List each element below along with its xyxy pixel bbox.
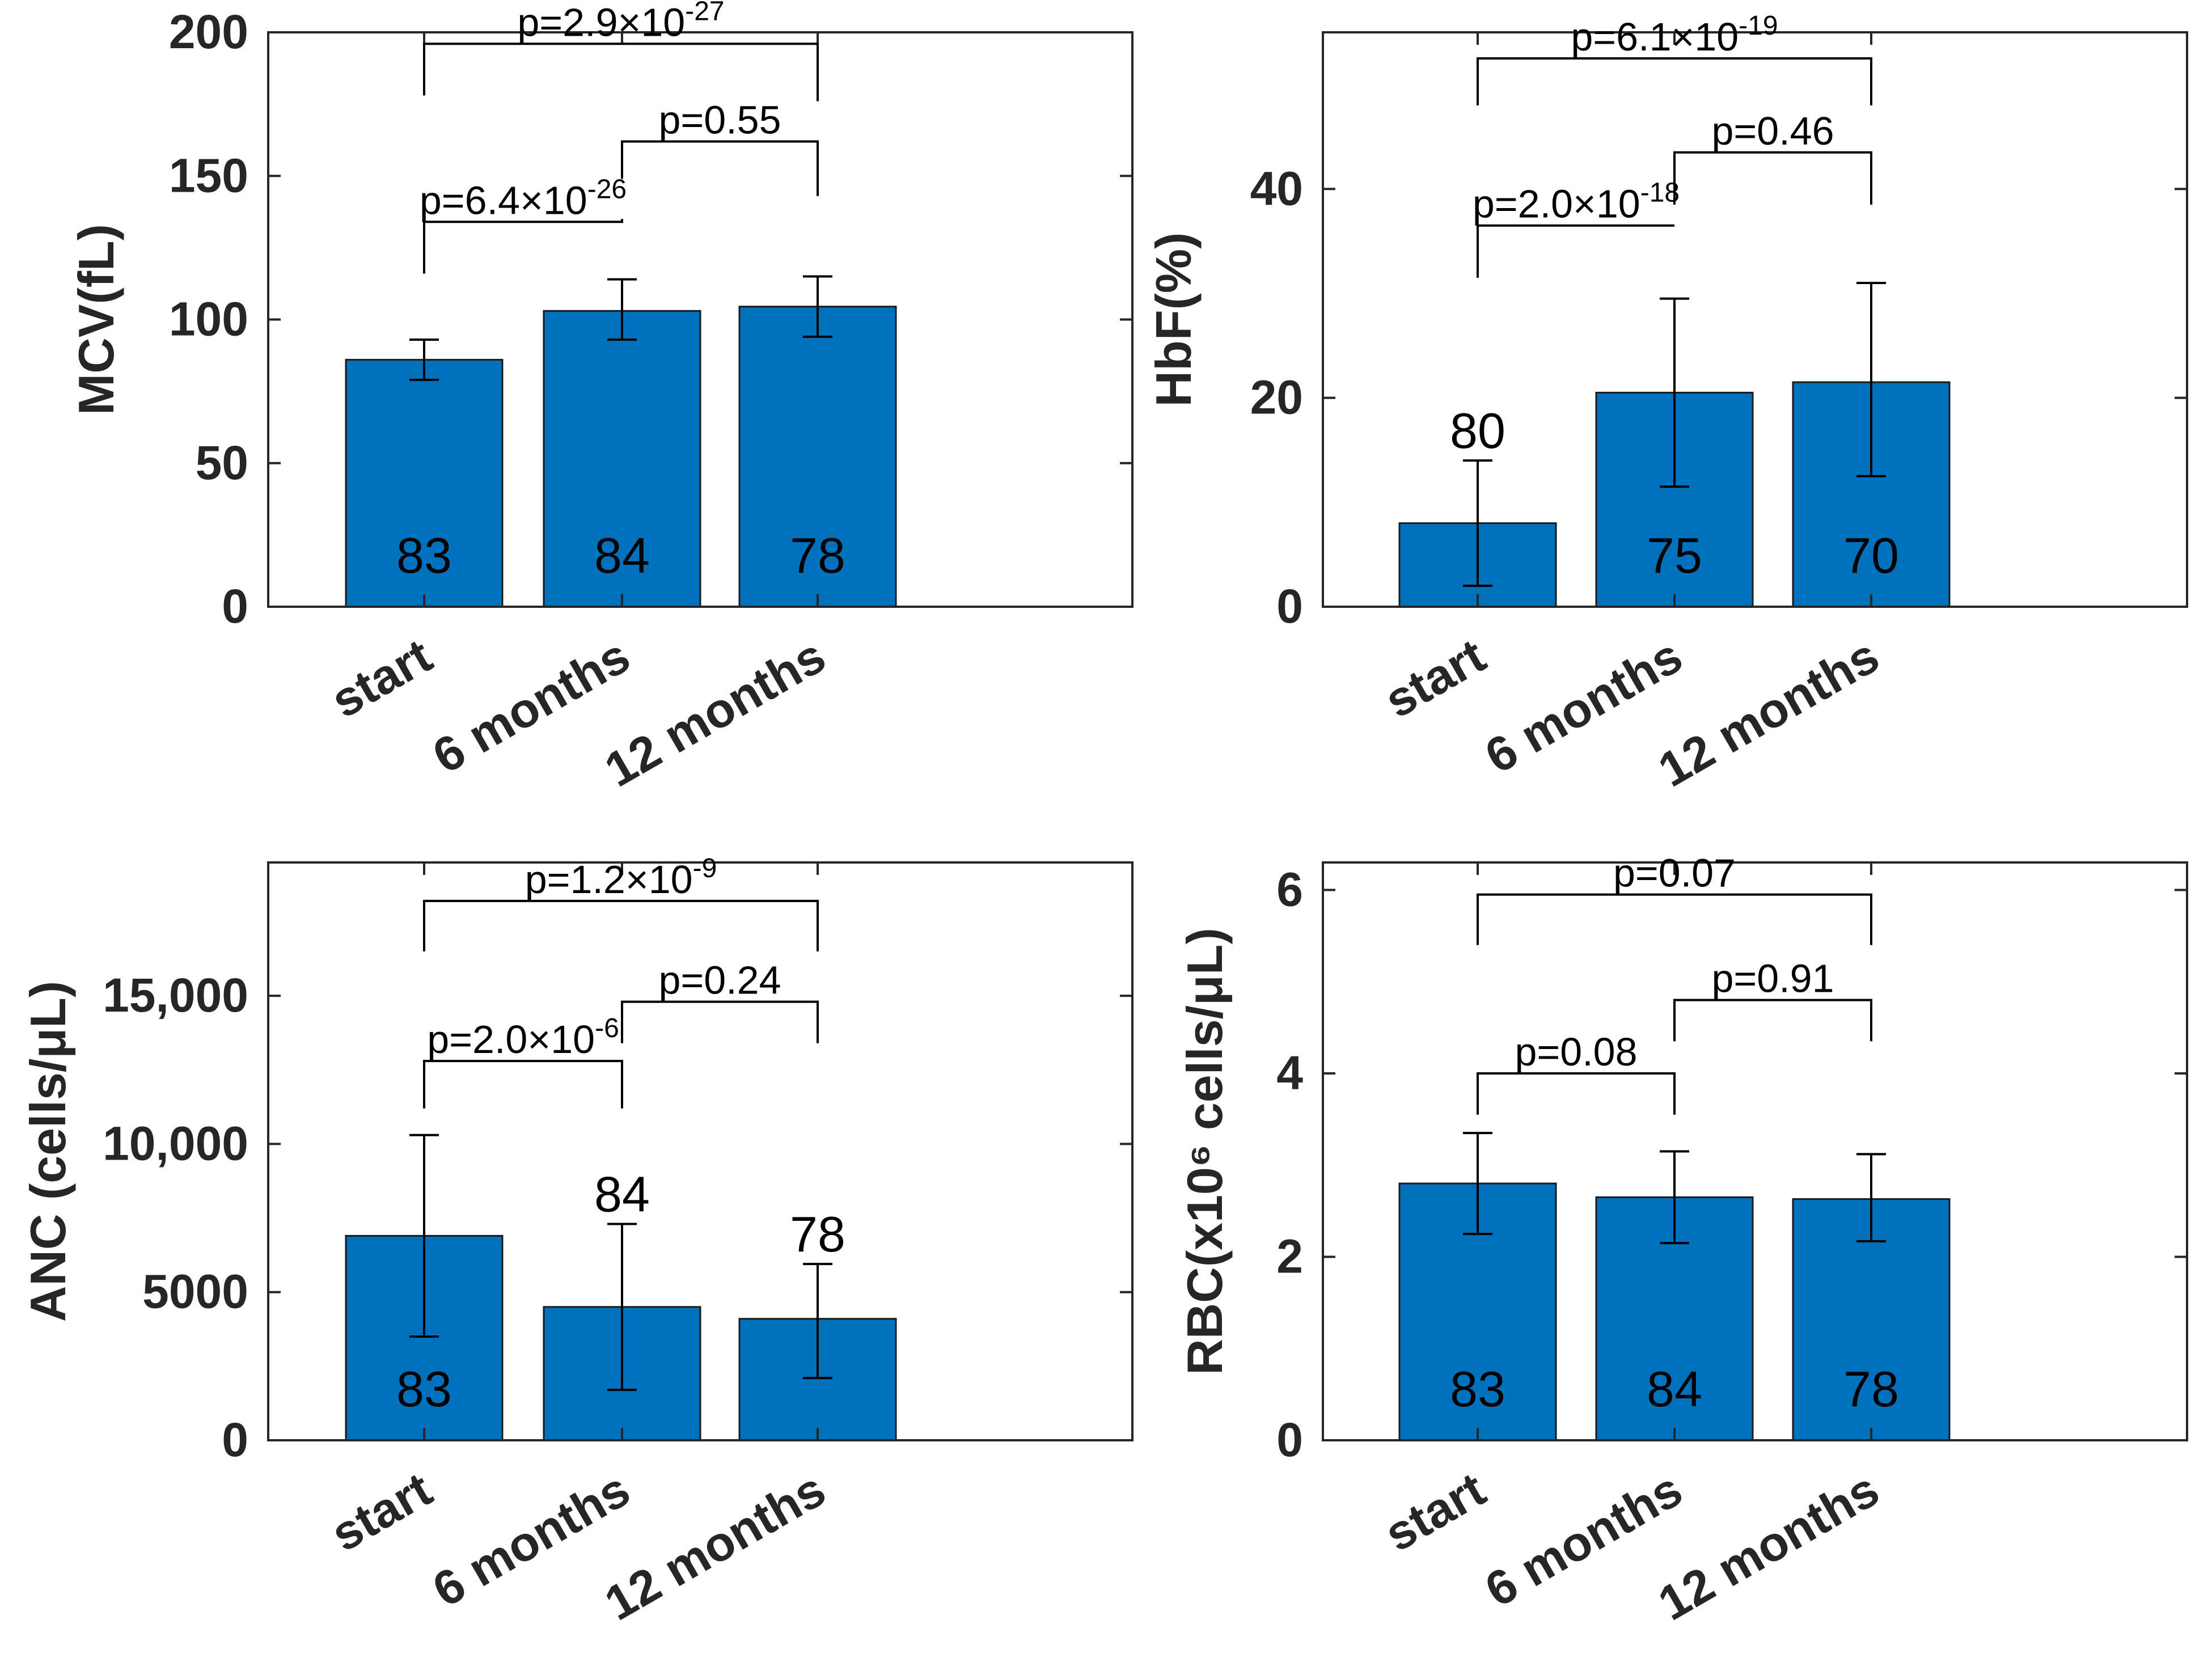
mcv-bar-0 bbox=[345, 358, 504, 608]
hbf-pvalue-exponent-2: -19 bbox=[1739, 11, 1778, 41]
mcv-bar-1 bbox=[543, 310, 701, 608]
hbf-ytick-label-2: 40 bbox=[1250, 162, 1303, 215]
mcv-pvalue-exponent-0: -26 bbox=[587, 174, 627, 204]
rbc-bracket-0 bbox=[1477, 1072, 1676, 1115]
hbf-bracket-2 bbox=[1477, 57, 1872, 105]
mcv-pvalue-1: p=0.55 bbox=[658, 98, 781, 142]
mcv-ytick-label-2: 100 bbox=[169, 293, 248, 346]
anc-ytick-label-1: 5000 bbox=[142, 1265, 248, 1318]
mcv-errorbar-0 bbox=[409, 338, 439, 381]
hbf-n-label-0: 80 bbox=[1450, 403, 1505, 459]
mcv-n-label-0: 83 bbox=[396, 527, 452, 583]
mcv-bracket-2 bbox=[423, 43, 819, 101]
anc-ylabel: ANC (cells/μL) bbox=[20, 981, 76, 1322]
rbc-n-label-0: 83 bbox=[1450, 1361, 1505, 1417]
mcv-ytick-label-3: 150 bbox=[169, 149, 248, 202]
hbf-axes bbox=[1322, 31, 2188, 608]
anc-category-label-0: start bbox=[322, 1462, 441, 1562]
rbc-ylabel: RBC(x10⁶ cells/μL) bbox=[1177, 928, 1233, 1375]
hbf-ytick-label-1: 20 bbox=[1250, 371, 1303, 424]
mcv-category-label-0: start bbox=[322, 628, 441, 728]
rbc-bracket-2 bbox=[1477, 893, 1872, 945]
mcv-bracket-1 bbox=[621, 140, 819, 196]
hbf-category-label-0: start bbox=[1376, 628, 1494, 728]
hbf-pvalue-exponent-0: -18 bbox=[1640, 178, 1680, 208]
hbf-bracket-0 bbox=[1477, 224, 1674, 278]
mcv-ytick-label-0: 0 bbox=[222, 580, 248, 633]
mcv-bracket-0 bbox=[423, 219, 623, 274]
mcv-errorbar-1 bbox=[607, 278, 637, 341]
anc-bracket-2 bbox=[423, 899, 819, 951]
mcv-n-label-1: 84 bbox=[594, 527, 650, 583]
rbc-pvalue-1: p=0.91 bbox=[1711, 957, 1834, 1001]
mcv-pvalue-2: p=2.9×10-27 bbox=[517, 0, 724, 44]
rbc-errorbar-1 bbox=[1660, 1150, 1689, 1245]
anc-pvalue-0: p=2.0×10-6 bbox=[427, 1013, 619, 1061]
mcv-pvalue-0: p=6.4×10-26 bbox=[420, 174, 627, 222]
rbc-ytick-label-3: 6 bbox=[1276, 863, 1303, 916]
hbf-ylabel: HbF(%) bbox=[1145, 232, 1202, 407]
anc-pvalue-1: p=0.24 bbox=[658, 958, 781, 1003]
hbf-pvalue-0: p=2.0×10-18 bbox=[1473, 178, 1680, 226]
hbf-bracket-1 bbox=[1673, 151, 1872, 205]
rbc-bracket-1 bbox=[1673, 999, 1872, 1042]
hbf-errorbar-1 bbox=[1660, 297, 1689, 488]
mcv-ytick-label-1: 50 bbox=[196, 436, 248, 489]
mcv-ytick-label-4: 200 bbox=[169, 5, 248, 58]
hbf-n-label-1: 75 bbox=[1647, 527, 1702, 583]
rbc-category-label-0: start bbox=[1376, 1462, 1494, 1562]
hbf-errorbar-0 bbox=[1463, 459, 1492, 587]
rbc-n-label-1: 84 bbox=[1647, 1361, 1702, 1417]
rbc-ytick-label-0: 0 bbox=[1276, 1413, 1303, 1466]
anc-ytick-label-0: 0 bbox=[222, 1413, 248, 1466]
mcv-pvalue-exponent-2: -27 bbox=[685, 0, 724, 26]
anc-ytick-label-2: 10,000 bbox=[103, 1116, 248, 1170]
anc-pvalue-exponent-2: -9 bbox=[693, 853, 717, 883]
hbf-pvalue-1: p=0.46 bbox=[1711, 109, 1834, 153]
rbc-ytick-label-2: 4 bbox=[1276, 1046, 1303, 1099]
mcv-n-label-2: 78 bbox=[790, 527, 845, 583]
anc-bracket-0 bbox=[423, 1060, 623, 1109]
anc-ytick-label-3: 15,000 bbox=[103, 969, 248, 1022]
hbf-errorbar-2 bbox=[1856, 282, 1886, 477]
mcv-errorbar-2 bbox=[803, 275, 832, 338]
rbc-axes bbox=[1322, 861, 2188, 1441]
hbf-n-label-2: 70 bbox=[1843, 527, 1899, 583]
hbf-category-label-2: 12 months bbox=[1650, 628, 1888, 797]
rbc-n-label-2: 78 bbox=[1843, 1361, 1899, 1417]
anc-errorbar-0 bbox=[409, 1134, 439, 1338]
hbf-pvalue-2: p=6.1×10-19 bbox=[1571, 11, 1778, 59]
anc-errorbar-1 bbox=[607, 1223, 637, 1392]
hbf-ytick-label-0: 0 bbox=[1276, 580, 1303, 633]
anc-pvalue-exponent-0: -6 bbox=[595, 1013, 619, 1043]
rbc-pvalue-0: p=0.08 bbox=[1515, 1030, 1637, 1074]
rbc-pvalue-2: p=0.07 bbox=[1613, 851, 1736, 895]
rbc-category-label-2: 12 months bbox=[1650, 1462, 1888, 1631]
rbc-ytick-label-1: 2 bbox=[1276, 1230, 1303, 1283]
anc-n-label-0: 83 bbox=[396, 1361, 452, 1417]
anc-errorbar-2 bbox=[803, 1263, 832, 1380]
rbc-errorbar-0 bbox=[1463, 1132, 1492, 1236]
rbc-errorbar-2 bbox=[1856, 1153, 1886, 1243]
mcv-category-label-2: 12 months bbox=[596, 628, 834, 797]
anc-category-label-2: 12 months bbox=[596, 1462, 834, 1631]
anc-pvalue-2: p=1.2×10-9 bbox=[525, 853, 717, 902]
anc-axes bbox=[267, 861, 1134, 1441]
anc-bracket-1 bbox=[621, 1000, 819, 1043]
anc-n-label-1: 84 bbox=[594, 1166, 650, 1223]
anc-n-label-2: 78 bbox=[790, 1206, 845, 1262]
mcv-ylabel: MCV(fL) bbox=[68, 224, 124, 415]
